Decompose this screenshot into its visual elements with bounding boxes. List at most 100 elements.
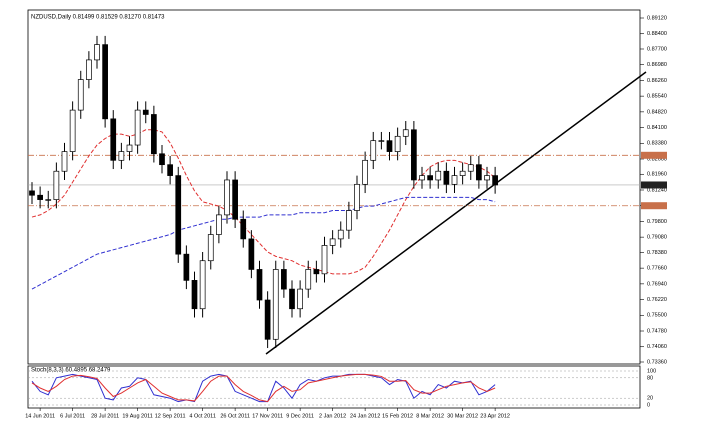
x-tick-label: 4 Oct 2011 <box>189 413 216 419</box>
candle-body <box>69 109 76 152</box>
candle-body <box>419 175 425 181</box>
y-tick-label: 0.88400 <box>647 31 667 37</box>
x-tick-label: 2 Jan 2012 <box>319 413 346 419</box>
stoch-title: Stoch(8,3,3) 60.4895 68.2479 <box>31 368 111 374</box>
candle-body <box>61 151 68 172</box>
y-tick-label: 0.89120 <box>647 15 667 21</box>
candle-body <box>297 288 303 310</box>
chart-title: NZDUSD,Daily 0.81499 0.81529 0.81270 0.8… <box>31 15 165 21</box>
y-tick-label: 0.84100 <box>647 125 667 131</box>
y-tick-label: 0.79800 <box>647 219 667 225</box>
x-tick-label: 26 Oct 2011 <box>220 413 250 419</box>
indicator-line <box>31 373 496 403</box>
candle-body <box>167 164 173 176</box>
candle-body <box>110 118 117 161</box>
candle-body <box>394 135 401 152</box>
candle-body <box>435 170 442 181</box>
candle-body <box>248 238 255 270</box>
candle-body <box>370 140 377 161</box>
y-tick-label: 0.73360 <box>647 359 667 365</box>
candle-body <box>313 269 320 275</box>
candle-body <box>134 109 141 146</box>
candle-body <box>354 183 360 211</box>
x-tick-label: 15 Feb 2012 <box>382 413 413 419</box>
y-tick-label: 0.76220 <box>647 297 667 303</box>
candle-body <box>142 109 149 115</box>
y-tick-label: 20 <box>647 396 653 402</box>
candle-body <box>151 114 157 155</box>
y-tick-label: 0.83380 <box>647 141 667 147</box>
y-tick-label: 0.74780 <box>647 328 667 334</box>
candle-body <box>451 175 458 185</box>
candle-body <box>402 129 409 137</box>
candle-body <box>77 79 84 111</box>
candle-body <box>216 214 222 235</box>
y-tick-label: 0.76940 <box>647 281 667 287</box>
y-tick-label: 0 <box>647 402 650 408</box>
y-tick-label: 0.81960 <box>647 172 667 178</box>
y-tick-label: 0.85540 <box>647 94 667 100</box>
candle-body <box>159 153 165 166</box>
candle-body <box>183 253 190 281</box>
candle-body <box>476 164 482 181</box>
candle-body <box>53 170 60 200</box>
current-price-box <box>641 181 667 189</box>
candle-body <box>346 210 352 231</box>
indicator-line <box>31 196 496 290</box>
x-tick-label: 9 Dec 2011 <box>286 413 314 419</box>
x-tick-label: 14 Jun 2011 <box>25 413 55 419</box>
candle-body <box>45 199 52 201</box>
candle-body <box>321 245 328 275</box>
y-tick-label: 0.86260 <box>647 78 667 84</box>
y-tick-label: 100 <box>647 368 656 374</box>
level-box <box>641 202 667 210</box>
candle-body <box>94 44 100 61</box>
candle-body <box>484 175 490 181</box>
candle-body <box>118 151 125 161</box>
x-tick-label: 30 Mar 2012 <box>447 413 478 419</box>
candle-body <box>224 179 230 216</box>
x-tick-label: 17 Nov 2011 <box>252 413 283 419</box>
candle-body <box>459 170 466 176</box>
candle-body <box>264 299 271 340</box>
candle-body <box>37 194 43 200</box>
price-panel <box>27 9 641 365</box>
x-tick-label: 12 Sep 2011 <box>155 413 186 419</box>
trendline <box>265 71 647 355</box>
level-box <box>641 151 667 159</box>
y-tick-label: 80 <box>647 375 653 381</box>
x-tick-label: 8 Mar 2012 <box>416 413 444 419</box>
candle-body <box>175 175 182 255</box>
candle-body <box>362 159 368 185</box>
y-tick-label: 0.87700 <box>647 46 667 52</box>
x-tick-label: 28 Jul 2011 <box>91 413 119 419</box>
y-tick-label: 0.74060 <box>647 344 667 350</box>
candle-body <box>492 175 498 186</box>
x-tick-label: 6 Jul 2011 <box>60 413 85 419</box>
y-tick-label: 0.79080 <box>647 235 667 241</box>
y-tick-label: 0.82660 <box>647 156 667 162</box>
x-tick-label: 19 Aug 2011 <box>122 413 152 419</box>
indicator-line <box>31 373 496 403</box>
stoch-panel <box>27 365 641 409</box>
candle-body <box>289 288 295 310</box>
y-tick-label: 0.81240 <box>647 187 667 193</box>
candle-body <box>191 280 198 310</box>
candle-body <box>86 59 92 80</box>
candle-body <box>256 269 263 301</box>
x-tick-label: 24 Jan 2012 <box>350 413 380 419</box>
y-tick-label: 0.75500 <box>647 313 667 319</box>
candle-body <box>329 238 336 246</box>
candle-body <box>126 144 133 152</box>
candle-body <box>281 269 287 290</box>
y-tick-label: 0.78380 <box>647 250 667 256</box>
candle-body <box>207 234 214 262</box>
candle-body <box>337 229 344 240</box>
x-tick-label: 23 Apr 2012 <box>480 413 510 419</box>
indicator-line <box>31 129 496 275</box>
candle-body <box>386 140 393 152</box>
y-tick-label: 0.77660 <box>647 266 667 272</box>
candle-body <box>232 179 238 220</box>
candle-body <box>102 44 108 120</box>
